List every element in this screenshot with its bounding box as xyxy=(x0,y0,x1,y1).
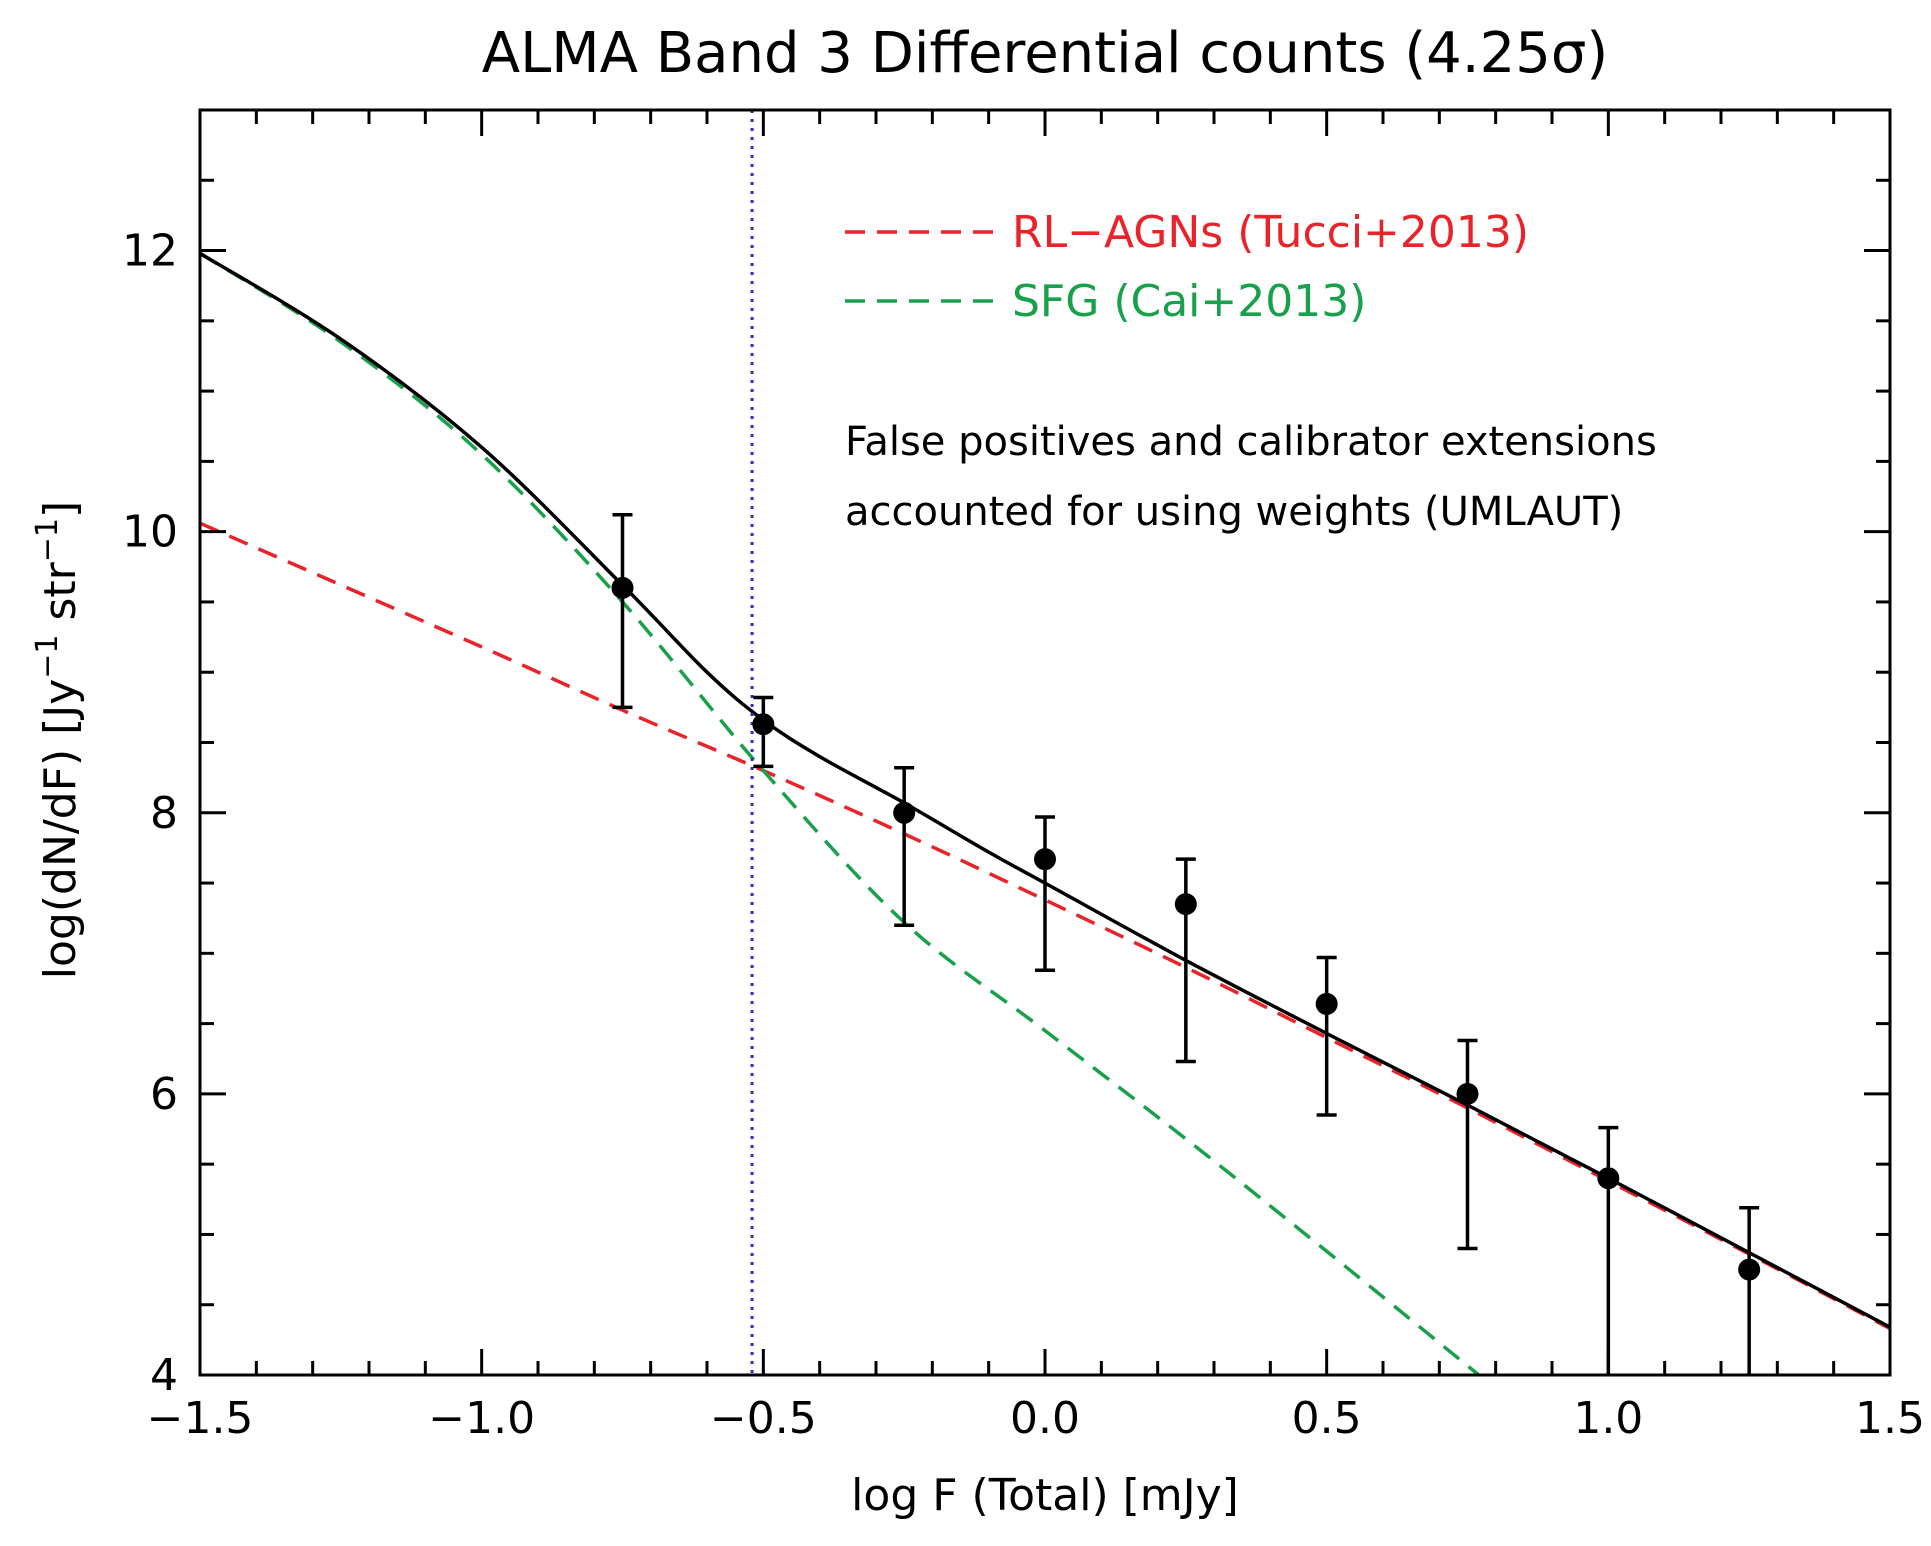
series-line-total xyxy=(199,251,1891,1329)
y-axis-label-sup2: −1 xyxy=(30,518,65,562)
series-line-agn xyxy=(199,521,1891,1331)
x-axis-label: log F (Total) [mJy] xyxy=(851,1470,1239,1521)
chart-title: ALMA Band 3 Differential counts (4.25σ) xyxy=(482,21,1608,86)
series-line-sfg xyxy=(199,251,1480,1377)
annotation-line-1: False positives and calibrator extension… xyxy=(845,419,1657,465)
y-axis-label-end: ] xyxy=(35,501,86,518)
y-axis-label-mid: str xyxy=(35,561,86,634)
x-tick-label: 1.5 xyxy=(1855,1393,1925,1444)
x-tick-label: −0.5 xyxy=(710,1393,817,1444)
y-axis: 4 6 8 10 12 xyxy=(122,108,1890,1401)
legend: RL−AGNs (Tucci+2013) SFG (Cai+2013) xyxy=(845,207,1529,327)
data-point xyxy=(1315,992,1338,1015)
y-tick-label: 10 xyxy=(122,507,178,558)
annotation: False positives and calibrator extension… xyxy=(845,419,1657,535)
data-point xyxy=(893,801,916,824)
y-axis-label-main: log(dN/dF) [Jy xyxy=(35,679,86,979)
annotation-line-2: accounted for using weights (UMLAUT) xyxy=(845,489,1623,535)
data-point xyxy=(752,713,775,736)
data-point xyxy=(1456,1082,1479,1105)
data-point xyxy=(1174,893,1197,916)
x-tick-label: −1.0 xyxy=(428,1393,535,1444)
points-layer xyxy=(611,513,1761,1375)
x-tick-label: 0.5 xyxy=(1292,1393,1362,1444)
legend-label-sfg: SFG (Cai+2013) xyxy=(1012,276,1366,327)
x-tick-label: 1.0 xyxy=(1573,1393,1643,1444)
y-tick-label: 12 xyxy=(122,226,178,277)
data-point xyxy=(611,576,634,599)
x-tick-label: 0.0 xyxy=(1010,1393,1080,1444)
y-axis-label: log(dN/dF) [Jy−1 str−1] xyxy=(30,501,86,979)
data-point xyxy=(1738,1258,1761,1281)
data-point xyxy=(1597,1167,1620,1190)
y-tick-label: 4 xyxy=(150,1350,178,1401)
y-tick-label: 6 xyxy=(150,1069,178,1120)
data-point xyxy=(1034,848,1056,871)
series-layer xyxy=(199,251,1891,1377)
y-tick-label: 8 xyxy=(150,788,178,839)
x-tick-label: −1.5 xyxy=(147,1393,254,1444)
x-axis: −1.5 −1.0 −0.5 0.0 0.5 1.0 1.5 xyxy=(147,110,1925,1444)
legend-label-agn: RL−AGNs (Tucci+2013) xyxy=(1012,207,1529,258)
plot-area xyxy=(199,110,1891,1377)
y-axis-label-sup1: −1 xyxy=(30,634,65,678)
